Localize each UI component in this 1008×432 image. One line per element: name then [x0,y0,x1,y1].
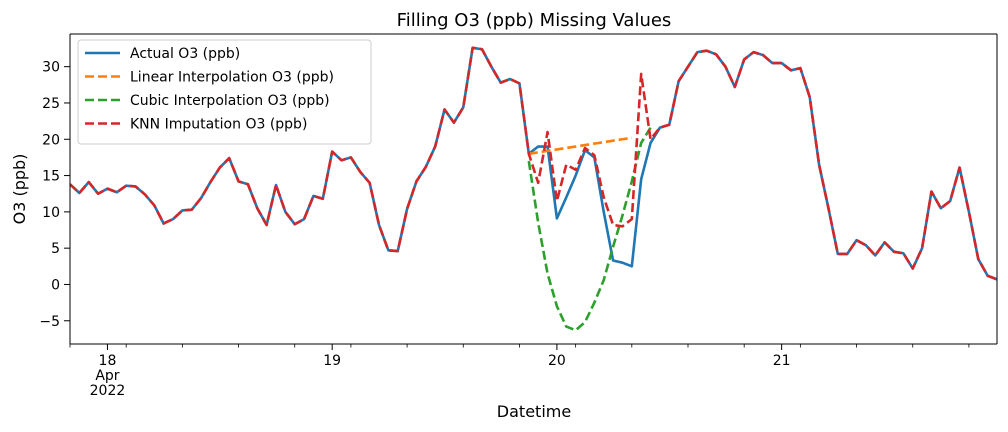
series-line-1 [528,136,633,156]
series-group [70,46,997,332]
y-tick-label: −5 [39,314,60,330]
y-tick-label: 15 [42,169,60,185]
legend: Actual O3 (ppb) Linear Interpolation O3 (… [77,39,372,145]
x-tick-label: 20 [548,353,566,369]
legend-box [77,39,372,145]
x-axis-title: Datetime [497,402,571,421]
legend-label: KNN Imputation O3 (ppb) [130,117,307,133]
y-axis-title: O3 (ppb) [10,154,29,225]
x-tick-label: 19 [323,353,341,369]
y-tick-label: 5 [51,241,60,257]
y-tick-label: 20 [42,132,60,148]
x-tick-label: 21 [773,353,791,369]
y-tick-label: 0 [51,277,60,293]
series-line-3 [70,46,997,281]
chart-title: Filling O3 (ppb) Missing Values [397,10,672,31]
x-tick-month-label: Apr [95,368,119,384]
x-tick-year-label: 2022 [90,383,126,399]
x-tick-label: 18 [99,353,117,369]
legend-label: Cubic Interpolation O3 (ppb) [130,93,330,109]
legend-label: Actual O3 (ppb) [130,46,240,62]
y-tick-label: 10 [42,205,60,221]
y-tick-label: 25 [42,96,60,112]
y-tick-label: 30 [42,60,60,76]
series-line-2 [527,126,652,332]
legend-label: Linear Interpolation O3 (ppb) [130,70,334,86]
